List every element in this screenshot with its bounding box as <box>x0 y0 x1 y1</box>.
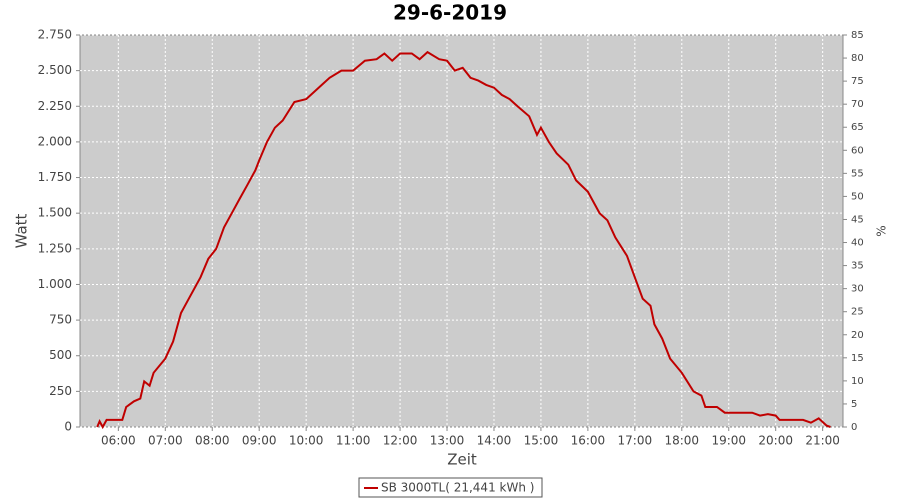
y2-tick-label: 70 <box>851 99 864 110</box>
y-tick-label: 1.500 <box>38 206 72 220</box>
x-tick-label: 08:00 <box>195 434 230 448</box>
y-tick-label: 2.500 <box>38 63 72 77</box>
y-tick-label: 500 <box>49 348 72 362</box>
x-tick-label: 14:00 <box>477 434 512 448</box>
y2-tick-label: 85 <box>851 30 864 41</box>
x-tick-label: 15:00 <box>524 434 559 448</box>
y2-tick-label: 45 <box>851 214 864 225</box>
x-tick-label: 20:00 <box>758 434 793 448</box>
x-tick-label: 11:00 <box>336 434 371 448</box>
y2-tick-label: 75 <box>851 76 864 87</box>
y-tick-label: 2.000 <box>38 134 72 148</box>
y2-tick-label: 15 <box>851 353 864 364</box>
y2-tick-label: 60 <box>851 145 864 156</box>
chart-title: 29-6-2019 <box>393 1 507 25</box>
y-tick-label: 1.750 <box>38 170 72 184</box>
x-tick-label: 19:00 <box>711 434 746 448</box>
y-tick-label: 1.250 <box>38 241 72 255</box>
y2-tick-label: 30 <box>851 284 864 295</box>
y2-tick-label: 25 <box>851 307 864 318</box>
y2-tick-label: 20 <box>851 330 864 341</box>
y2-tick-label: 55 <box>851 168 864 179</box>
x-axis-label: Zeit <box>447 451 477 469</box>
y-tick-label: 250 <box>49 384 72 398</box>
y-tick-label: 1.000 <box>38 277 72 291</box>
x-tick-label: 07:00 <box>148 434 183 448</box>
series-line <box>96 50 831 430</box>
x-tick-label: 09:00 <box>242 434 277 448</box>
y-tick-label: 0 <box>64 420 72 434</box>
legend: SB 3000TL( 21,441 kWh ) <box>358 477 543 498</box>
x-tick-label: 18:00 <box>664 434 699 448</box>
legend-box <box>358 477 543 498</box>
x-tick-label: 12:00 <box>383 434 418 448</box>
y2-tick-label: 65 <box>851 122 864 133</box>
y2-tick-label: 0 <box>851 422 857 433</box>
y-tick-label: 2.750 <box>38 28 72 42</box>
x-tick-label: 16:00 <box>571 434 606 448</box>
y-tick-label: 750 <box>49 313 72 327</box>
x-tick-label: 10:00 <box>289 434 324 448</box>
plot-area <box>79 34 844 428</box>
x-tick-label: 21:00 <box>805 434 840 448</box>
x-tick-label: 13:00 <box>430 434 465 448</box>
x-tick-label: 06:00 <box>101 434 136 448</box>
y2-tick-label: 40 <box>851 238 864 249</box>
y2-tick-label: 10 <box>851 376 864 387</box>
y2-axis-label: % <box>875 225 889 236</box>
y2-tick-label: 35 <box>851 261 864 272</box>
x-tick-label: 17:00 <box>618 434 653 448</box>
y2-tick-label: 5 <box>851 399 857 410</box>
legend-label: SB 3000TL( 21,441 kWh ) <box>381 481 534 495</box>
y-tick-label: 2.250 <box>38 99 72 113</box>
y2-tick-label: 80 <box>851 53 864 64</box>
y2-tick-label: 50 <box>851 191 864 202</box>
y-axis-label: Watt <box>13 213 31 248</box>
